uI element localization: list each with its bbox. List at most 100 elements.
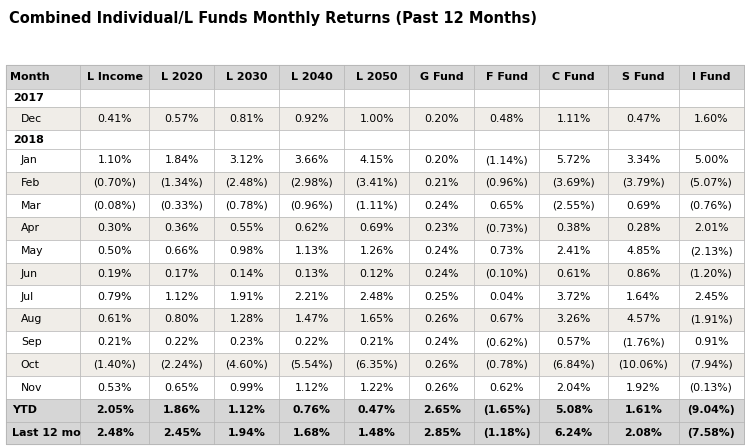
Bar (279, 331, 344, 353)
Text: 0.22%: 0.22% (165, 337, 199, 347)
Bar (608, 217, 679, 240)
Text: 0.53%: 0.53% (98, 383, 132, 392)
Bar (409, 399, 474, 422)
Bar (215, 65, 279, 89)
Bar (409, 308, 474, 331)
Bar (149, 108, 215, 130)
Text: Last 12 mo: Last 12 mo (12, 428, 80, 438)
Text: 1.92%: 1.92% (626, 383, 661, 392)
Text: 3.26%: 3.26% (557, 314, 591, 324)
Text: Mar: Mar (21, 201, 42, 211)
Bar (215, 240, 279, 263)
Bar (279, 149, 344, 172)
Bar (149, 376, 215, 399)
Bar (679, 331, 744, 353)
Bar (344, 194, 409, 217)
Text: (1.18%): (1.18%) (483, 428, 530, 438)
Text: 0.47%: 0.47% (358, 405, 396, 415)
Bar (679, 149, 744, 172)
Text: 2.45%: 2.45% (162, 428, 200, 438)
Bar (279, 194, 344, 217)
Bar (6, 108, 80, 130)
Bar (608, 353, 679, 376)
Text: 1.22%: 1.22% (360, 383, 394, 392)
Bar (474, 263, 539, 285)
Text: 0.57%: 0.57% (557, 337, 591, 347)
Text: 0.23%: 0.23% (229, 337, 264, 347)
Text: 2.41%: 2.41% (557, 246, 591, 256)
Text: 0.79%: 0.79% (98, 292, 132, 302)
Text: Feb: Feb (21, 178, 40, 188)
Bar (279, 89, 344, 108)
Text: 1.94%: 1.94% (228, 428, 266, 438)
Bar (344, 285, 409, 308)
Text: 0.98%: 0.98% (229, 246, 264, 256)
Text: 0.92%: 0.92% (294, 114, 329, 124)
Text: 1.86%: 1.86% (163, 405, 200, 415)
Bar (344, 308, 409, 331)
Bar (474, 65, 539, 89)
Bar (215, 263, 279, 285)
Text: 1.64%: 1.64% (626, 292, 661, 302)
Bar (6, 172, 80, 194)
Bar (279, 130, 344, 149)
Bar (474, 172, 539, 194)
Bar (6, 240, 80, 263)
Text: (5.54%): (5.54%) (291, 360, 333, 370)
Bar (215, 331, 279, 353)
Bar (409, 194, 474, 217)
Bar (539, 217, 608, 240)
Bar (149, 217, 215, 240)
Bar (539, 331, 608, 353)
Text: 0.24%: 0.24% (425, 269, 459, 279)
Bar (6, 89, 80, 108)
Text: (3.41%): (3.41%) (355, 178, 398, 188)
Text: 0.24%: 0.24% (425, 201, 459, 211)
Bar (6, 217, 80, 240)
Bar (474, 130, 539, 149)
Bar (539, 130, 608, 149)
Bar (279, 217, 344, 240)
Text: 0.30%: 0.30% (98, 224, 132, 233)
Bar (474, 285, 539, 308)
Bar (539, 65, 608, 89)
Bar (608, 65, 679, 89)
Text: 0.38%: 0.38% (557, 224, 591, 233)
Bar (608, 285, 679, 308)
Bar (215, 217, 279, 240)
Text: 0.26%: 0.26% (425, 383, 459, 392)
Bar (608, 108, 679, 130)
Text: 1.12%: 1.12% (165, 292, 199, 302)
Text: (2.55%): (2.55%) (552, 201, 595, 211)
Bar (344, 172, 409, 194)
Bar (539, 422, 608, 444)
Text: (1.34%): (1.34%) (160, 178, 203, 188)
Text: 0.73%: 0.73% (489, 246, 524, 256)
Text: L 2030: L 2030 (226, 72, 267, 82)
Text: (3.69%): (3.69%) (552, 178, 595, 188)
Bar (474, 422, 539, 444)
Text: 1.48%: 1.48% (358, 428, 396, 438)
Bar (344, 217, 409, 240)
Text: 0.69%: 0.69% (359, 224, 394, 233)
Bar (474, 194, 539, 217)
Bar (474, 399, 539, 422)
Text: 5.08%: 5.08% (555, 405, 592, 415)
Text: Nov: Nov (21, 383, 42, 392)
Text: 0.65%: 0.65% (489, 201, 524, 211)
Bar (80, 308, 149, 331)
Text: 4.15%: 4.15% (360, 155, 394, 165)
Text: Aug: Aug (21, 314, 42, 324)
Text: May: May (21, 246, 43, 256)
Bar (279, 172, 344, 194)
Text: Combined Individual/L Funds Monthly Returns (Past 12 Months): Combined Individual/L Funds Monthly Retu… (9, 11, 537, 26)
Text: 0.86%: 0.86% (626, 269, 661, 279)
Text: 0.36%: 0.36% (165, 224, 199, 233)
Text: Sep: Sep (21, 337, 42, 347)
Text: 0.65%: 0.65% (165, 383, 199, 392)
Text: (0.96%): (0.96%) (291, 201, 333, 211)
Text: Jun: Jun (21, 269, 38, 279)
Bar (679, 240, 744, 263)
Text: 0.67%: 0.67% (489, 314, 524, 324)
Text: 2.01%: 2.01% (694, 224, 729, 233)
